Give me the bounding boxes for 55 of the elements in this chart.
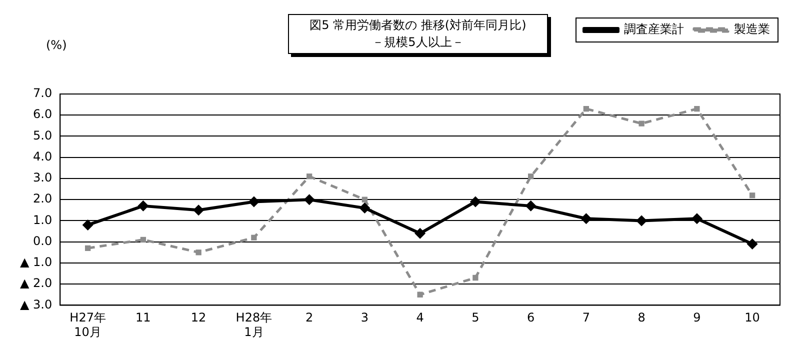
y-tick-label: 2.0 [33, 192, 52, 206]
point [694, 106, 700, 112]
point [414, 228, 426, 239]
y-tick-label: 1.0 [33, 212, 52, 227]
x-tick-label: H28年 1月 [236, 310, 272, 339]
chart-subtitle: －規模5人以上－ [371, 34, 465, 51]
y-tick-label: 0.0 [33, 234, 52, 248]
y-tick-label: 4.0 [33, 149, 52, 164]
point [528, 174, 534, 180]
point [306, 174, 312, 180]
point [138, 200, 149, 212]
point [196, 250, 202, 256]
point [251, 234, 257, 240]
point [84, 245, 91, 252]
point [749, 192, 756, 198]
point [583, 106, 590, 112]
y-tick-label: 5.0 [33, 128, 52, 142]
legend-label: 調査産業計 [624, 22, 684, 36]
y-tick-label: ▲ 2.0 [20, 276, 52, 290]
y-axis-title: (%) [46, 38, 67, 52]
point [248, 196, 260, 208]
y-tick-label: 7.0 [33, 86, 52, 100]
point [417, 292, 423, 298]
x-tick-label: 6 [526, 310, 535, 325]
point [580, 213, 592, 224]
chart-title: 図5 常用労働者数の 推移(対前年同月比) [308, 17, 528, 34]
point [746, 238, 758, 250]
point [359, 202, 370, 214]
point [638, 120, 644, 126]
x-tick-label: 2 [305, 310, 314, 325]
point [636, 215, 648, 226]
y-tick-label: 3.0 [33, 170, 52, 185]
x-tick-label: 12 [190, 310, 206, 325]
x-tick-label: 9 [693, 310, 701, 325]
x-tick-label: 11 [136, 310, 151, 325]
x-tick-label: 4 [416, 310, 424, 325]
x-tick-label: 3 [360, 310, 369, 325]
point [472, 274, 478, 281]
point [691, 213, 702, 224]
point [525, 200, 536, 212]
point [470, 196, 481, 208]
x-tick-label: 7 [582, 310, 590, 325]
point [140, 236, 146, 243]
point [304, 194, 315, 206]
legend-label: 製造業 [734, 22, 770, 36]
y-tick-label: 6.0 [33, 107, 52, 122]
point [82, 219, 94, 230]
x-tick-label: 10 [744, 310, 760, 325]
x-tick-label: 5 [472, 310, 480, 325]
y-tick-label: ▲ 1.0 [20, 255, 52, 270]
point [193, 204, 204, 216]
point [362, 196, 368, 202]
x-tick-label: H27年 10月 [70, 310, 106, 339]
x-tick-label: 8 [638, 310, 646, 325]
y-tick-label: ▲ 3.0 [20, 297, 52, 312]
